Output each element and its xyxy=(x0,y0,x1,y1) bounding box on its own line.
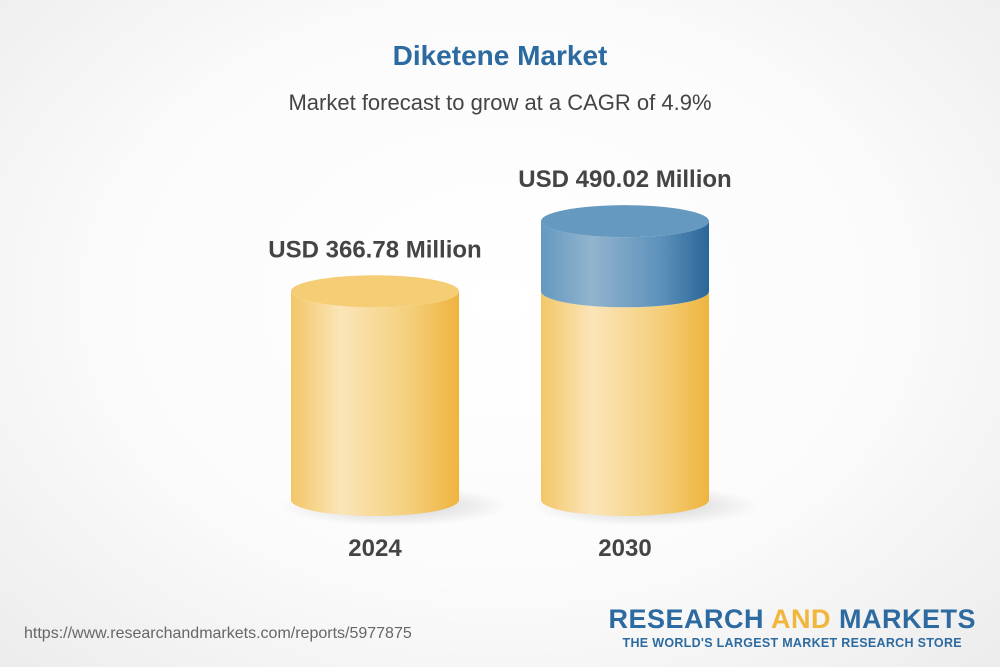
bar-top-2024 xyxy=(291,275,459,308)
bar-top-2030 xyxy=(541,205,709,238)
data-label: USD 366.78 Million xyxy=(268,236,481,263)
data-label: USD 490.02 Million xyxy=(518,166,731,193)
chart-title: Diketene Market xyxy=(392,40,608,71)
bar-base-2030 xyxy=(541,291,709,516)
chart-subtitle: Market forecast to grow at a CAGR of 4.9… xyxy=(288,90,712,115)
x-tick-label: 2030 xyxy=(598,535,651,562)
bar-2024 xyxy=(291,291,459,516)
research-and-markets-logo: RESEARCH AND MARKETS THE WORLD'S LARGEST… xyxy=(608,604,976,650)
bar-growth-2030 xyxy=(541,221,709,308)
x-tick-label: 2024 xyxy=(348,535,402,562)
source-url[interactable]: https://www.researchandmarkets.com/repor… xyxy=(24,625,412,642)
